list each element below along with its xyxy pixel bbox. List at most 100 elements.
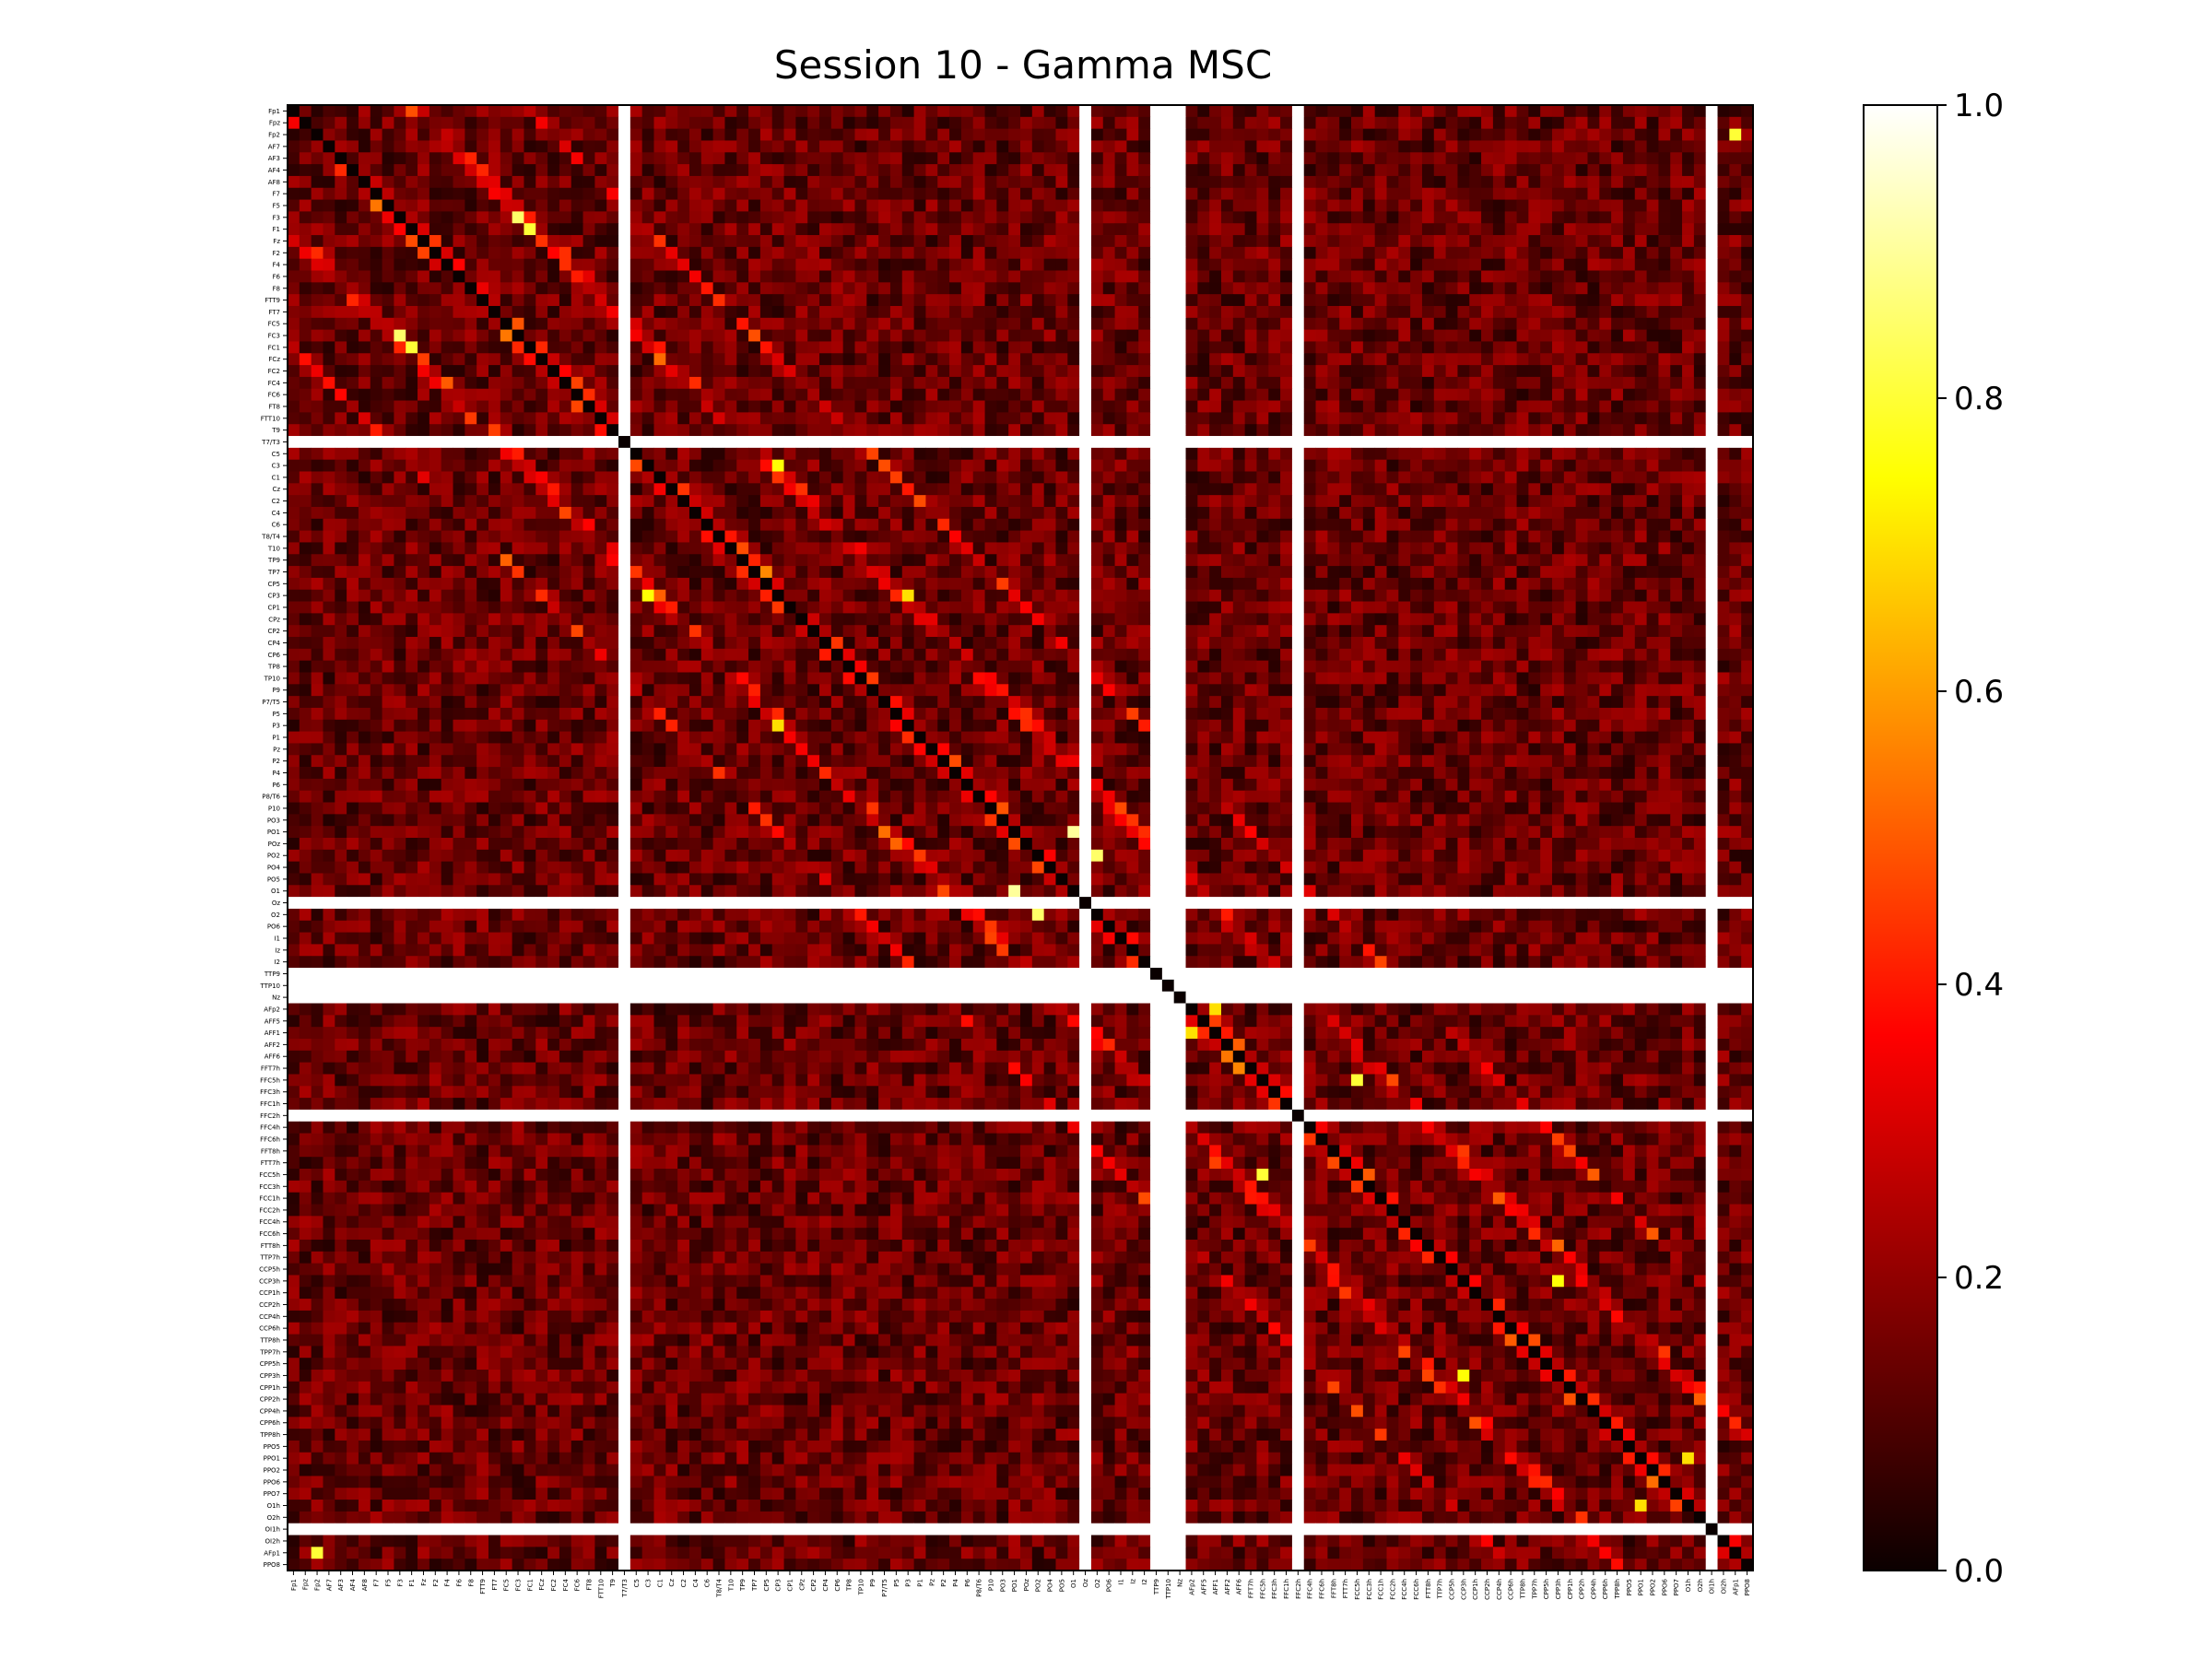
heatmap-cell bbox=[901, 270, 914, 283]
heatmap-cell bbox=[1599, 495, 1612, 508]
heatmap-cell bbox=[535, 128, 548, 141]
heatmap-cell bbox=[771, 365, 784, 378]
heatmap-cell bbox=[406, 164, 418, 177]
heatmap-cell bbox=[665, 305, 678, 319]
heatmap-cell bbox=[866, 459, 879, 472]
heatmap-cell bbox=[1126, 495, 1139, 508]
heatmap-cell bbox=[1244, 270, 1257, 283]
heatmap-cell bbox=[748, 282, 761, 295]
heatmap-cell bbox=[559, 128, 572, 141]
heatmap-cell bbox=[1552, 424, 1565, 437]
heatmap-cell bbox=[996, 317, 1009, 331]
heatmap-cell bbox=[1362, 223, 1376, 236]
heatmap-cell bbox=[901, 199, 914, 212]
heatmap-cell bbox=[878, 294, 891, 307]
heatmap-cell bbox=[1469, 199, 1482, 212]
heatmap-cell bbox=[1741, 329, 1754, 342]
heatmap-cell bbox=[830, 388, 844, 401]
heatmap-cell bbox=[335, 483, 347, 496]
heatmap-cell bbox=[335, 341, 347, 354]
heatmap-cell bbox=[724, 459, 737, 472]
heatmap-cell bbox=[736, 235, 749, 248]
heatmap-cell bbox=[1670, 506, 1683, 520]
heatmap-cell bbox=[1197, 388, 1210, 401]
heatmap-cell bbox=[1528, 164, 1541, 177]
heatmap-cell bbox=[759, 554, 773, 567]
heatmap-cell bbox=[1599, 376, 1612, 390]
heatmap-cell bbox=[736, 116, 749, 130]
heatmap-cell bbox=[571, 140, 583, 153]
heatmap-cell bbox=[901, 128, 914, 141]
heatmap-cell bbox=[535, 116, 548, 130]
heatmap-cell bbox=[1008, 246, 1021, 260]
heatmap-cell bbox=[1315, 566, 1328, 579]
heatmap-cell bbox=[1717, 140, 1730, 153]
heatmap-cell bbox=[1067, 152, 1080, 165]
heatmap-cell bbox=[653, 116, 666, 130]
heatmap-cell bbox=[1398, 530, 1411, 543]
heatmap-cell bbox=[819, 424, 832, 437]
heatmap-cell bbox=[547, 128, 560, 141]
heatmap-cell bbox=[1102, 459, 1115, 472]
heatmap-cell bbox=[1729, 235, 1742, 248]
heatmap-cell bbox=[1268, 270, 1281, 283]
heatmap-cell bbox=[949, 365, 962, 378]
heatmap-cell bbox=[582, 471, 595, 484]
heatmap-cell bbox=[571, 187, 583, 200]
heatmap-cell bbox=[1244, 128, 1257, 141]
heatmap-cell bbox=[996, 270, 1009, 283]
heatmap-cell bbox=[288, 317, 300, 331]
heatmap-cell bbox=[418, 577, 430, 591]
heatmap-cell bbox=[1386, 211, 1399, 224]
heatmap-cell bbox=[1670, 388, 1683, 401]
heatmap-cell bbox=[1173, 211, 1186, 224]
heatmap-cell bbox=[1173, 199, 1186, 212]
heatmap-cell bbox=[1622, 495, 1636, 508]
heatmap-cell bbox=[418, 424, 430, 437]
heatmap-cell bbox=[1504, 294, 1517, 307]
heatmap-cell bbox=[1445, 459, 1458, 472]
heatmap-cell bbox=[335, 270, 347, 283]
heatmap-cell bbox=[1031, 365, 1045, 378]
heatmap-cell bbox=[1445, 294, 1458, 307]
heatmap-cell bbox=[1303, 400, 1316, 413]
heatmap-cell bbox=[1622, 506, 1636, 520]
heatmap-cell bbox=[358, 506, 371, 520]
heatmap-cell bbox=[819, 483, 832, 496]
heatmap-cell bbox=[1256, 140, 1269, 153]
heatmap-cell bbox=[1410, 424, 1423, 437]
heatmap-cell bbox=[1256, 105, 1269, 118]
heatmap-cell bbox=[807, 235, 820, 248]
heatmap-cell bbox=[1280, 128, 1293, 141]
heatmap-cell bbox=[1220, 459, 1234, 472]
heatmap-cell bbox=[1481, 175, 1494, 189]
heatmap-cell bbox=[323, 412, 335, 425]
heatmap-cell bbox=[559, 424, 572, 437]
heatmap-cell bbox=[1469, 175, 1482, 189]
heatmap-cell bbox=[1469, 566, 1482, 579]
heatmap-cell bbox=[1717, 211, 1730, 224]
heatmap-cell bbox=[335, 400, 347, 413]
heatmap-cell bbox=[665, 128, 678, 141]
heatmap-cell bbox=[488, 105, 501, 118]
heatmap-cell bbox=[606, 140, 619, 153]
heatmap-cell bbox=[949, 353, 962, 366]
heatmap-cell bbox=[1469, 495, 1482, 508]
heatmap-cell bbox=[1031, 270, 1045, 283]
heatmap-cell bbox=[347, 459, 359, 472]
heatmap-cell bbox=[1481, 566, 1494, 579]
heatmap-cell bbox=[1303, 140, 1316, 153]
heatmap-cell bbox=[1386, 270, 1399, 283]
heatmap-cell bbox=[960, 530, 974, 543]
heatmap-cell bbox=[1161, 246, 1175, 260]
heatmap-cell bbox=[1741, 223, 1754, 236]
heatmap-cell bbox=[972, 140, 985, 153]
heatmap-cell bbox=[1646, 412, 1659, 425]
heatmap-cell bbox=[335, 128, 347, 141]
heatmap-cell bbox=[477, 246, 489, 260]
heatmap-cell bbox=[1528, 506, 1541, 520]
heatmap-cell bbox=[1090, 116, 1104, 130]
heatmap-cell bbox=[1102, 471, 1115, 484]
heatmap-cell bbox=[1410, 175, 1423, 189]
heatmap-cell bbox=[1705, 235, 1718, 248]
